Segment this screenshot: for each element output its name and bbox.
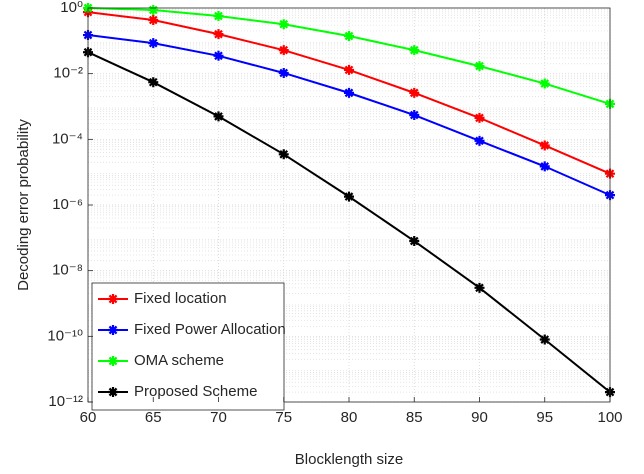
x-tick-label: 65 — [145, 409, 162, 426]
y-tick-label: 10⁰ — [60, 0, 83, 16]
marker — [213, 11, 224, 22]
marker — [409, 45, 420, 56]
marker — [474, 135, 485, 146]
marker — [539, 78, 550, 89]
marker — [539, 334, 550, 345]
marker — [474, 112, 485, 123]
x-tick-label: 60 — [80, 409, 97, 426]
y-tick-label: 10⁻⁴ — [52, 130, 83, 147]
marker — [344, 31, 354, 42]
marker — [409, 87, 420, 98]
y-tick-label: 10⁻⁶ — [52, 196, 83, 213]
marker — [539, 161, 550, 172]
marker — [278, 149, 289, 160]
marker — [344, 191, 354, 202]
marker — [213, 50, 224, 61]
marker — [213, 29, 224, 40]
legend-label: Proposed Scheme — [134, 383, 257, 400]
marker — [213, 111, 224, 122]
marker — [148, 38, 159, 49]
x-tick-label: 85 — [406, 409, 423, 426]
marker — [409, 236, 420, 247]
series-layer — [83, 3, 615, 398]
marker — [278, 67, 289, 78]
marker — [148, 77, 159, 88]
x-tick-label: 75 — [275, 409, 292, 426]
marker — [474, 282, 485, 293]
marker — [344, 64, 354, 75]
marker — [278, 19, 289, 30]
y-axis-label: Decoding error probability — [15, 119, 32, 291]
y-tick-label: 10⁻¹⁰ — [47, 327, 83, 344]
legend-label: OMA scheme — [134, 352, 224, 369]
marker — [278, 45, 289, 56]
x-tick-label: 90 — [471, 409, 488, 426]
marker — [108, 356, 118, 366]
marker — [148, 4, 159, 15]
marker — [108, 387, 118, 397]
marker — [344, 87, 354, 98]
marker — [108, 294, 118, 304]
x-tick-label: 70 — [210, 409, 227, 426]
marker — [474, 61, 485, 72]
x-tick-label: 95 — [536, 409, 553, 426]
legend: Fixed location Fixed Power Allocation OMA … — [91, 282, 286, 411]
y-tick-label: 10⁻⁸ — [52, 262, 83, 279]
y-tick-label: 10⁻¹² — [48, 393, 83, 410]
legend-box — [91, 282, 285, 411]
marker — [539, 140, 550, 151]
y-tick-label: 10⁻² — [53, 65, 83, 82]
x-tick-label: 80 — [341, 409, 358, 426]
x-axis-label: Blocklength size — [295, 451, 403, 468]
marker — [409, 110, 420, 121]
marker — [108, 325, 118, 335]
marker — [148, 15, 159, 26]
legend-label: Fixed location — [134, 290, 227, 307]
x-tick-label: 100 — [597, 409, 622, 426]
legend-label: Fixed Power Allocation — [134, 321, 286, 338]
